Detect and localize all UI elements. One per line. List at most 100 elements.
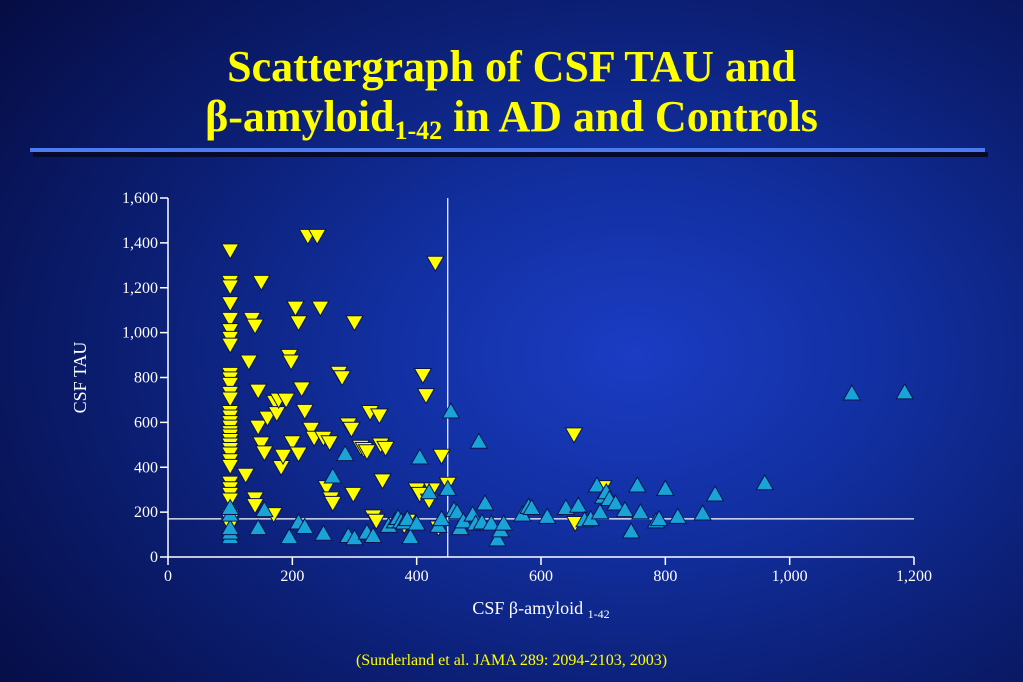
control-point <box>568 496 588 513</box>
control-point <box>220 498 240 515</box>
chart-axes <box>160 197 915 565</box>
title-line-2: β-amyloid1-42 in AD and Controls <box>0 92 1023 156</box>
ad-point <box>220 243 240 260</box>
control-point <box>481 514 501 531</box>
control-point <box>895 383 915 400</box>
ad-point <box>245 498 265 515</box>
title-line-1: Scattergraph of CSF TAU and <box>227 42 796 91</box>
ad-point <box>271 459 291 477</box>
x-axis-title: CSF β-amyloid 1-42 <box>472 598 609 621</box>
ad-point <box>345 315 364 332</box>
x-tick-label: 600 <box>529 568 553 585</box>
control-point <box>488 529 507 547</box>
control-point <box>363 526 383 543</box>
slide-title: Scattergraph of CSF TAU and β-amyloid1-4… <box>0 42 1023 156</box>
ad-point <box>413 367 433 385</box>
ad-point <box>289 446 308 463</box>
y-tick-label: 1,400 <box>122 235 158 252</box>
x-tick-label: 1,000 <box>772 568 808 585</box>
control-point <box>631 503 650 520</box>
ad-point <box>239 354 259 371</box>
ad-point <box>320 435 339 452</box>
ad-point <box>432 448 451 466</box>
ad-point <box>373 473 392 490</box>
ad-point <box>425 255 445 273</box>
control-point <box>590 503 610 520</box>
ad-points <box>220 228 613 537</box>
ad-point <box>376 440 395 458</box>
control-point <box>295 517 315 535</box>
control-point <box>475 494 495 511</box>
ad-point <box>332 370 352 387</box>
ad-point <box>323 495 343 513</box>
ad-point <box>276 392 296 410</box>
ad-point <box>236 467 256 485</box>
control-point <box>410 448 430 465</box>
x-tick-label: 400 <box>405 568 429 585</box>
ad-point <box>245 318 265 335</box>
y-tick-label: 1,000 <box>122 325 158 342</box>
beta-symbol: β <box>205 92 229 141</box>
control-point <box>587 476 607 493</box>
ad-point <box>251 436 271 453</box>
title-amyloid: -amyloid <box>228 92 395 141</box>
y-tick-label: 1,600 <box>122 190 158 207</box>
control-point <box>345 528 364 546</box>
control-point <box>755 473 775 491</box>
ad-point <box>282 435 302 452</box>
ad-point <box>295 403 315 421</box>
ad-point <box>251 274 271 292</box>
ad-point <box>220 279 240 296</box>
ad-point <box>220 458 240 476</box>
control-point <box>537 507 557 524</box>
control-point <box>248 518 268 536</box>
title-rule-shadow <box>33 152 988 157</box>
ad-point <box>286 300 305 318</box>
control-point <box>649 509 669 527</box>
axis-labels: 0 200 400 600 800 1,000 1,200 1,400 1,600 0 200 400… <box>70 190 932 621</box>
x-tick-label: 1,200 <box>896 568 932 585</box>
control-points <box>220 383 915 547</box>
title-rule <box>30 148 985 152</box>
control-point <box>220 518 240 536</box>
control-point <box>447 503 467 520</box>
control-point <box>693 504 712 521</box>
ad-point <box>343 486 363 504</box>
control-point <box>522 498 542 515</box>
y-tick-label: 0 <box>150 549 158 566</box>
control-point <box>438 479 458 496</box>
cutoff-lines <box>168 198 914 557</box>
control-point <box>419 482 439 500</box>
ad-point <box>370 408 389 425</box>
ad-point <box>254 445 274 462</box>
control-point <box>469 432 489 449</box>
ad-point <box>416 388 436 405</box>
y-axis-title: CSF TAU <box>70 342 90 414</box>
control-point <box>254 500 274 518</box>
ad-point <box>307 228 327 246</box>
ad-point <box>564 427 584 444</box>
control-point <box>279 527 299 545</box>
ad-point <box>220 376 240 394</box>
control-point <box>314 524 333 541</box>
control-point <box>606 494 625 511</box>
control-point <box>627 476 647 493</box>
control-point <box>323 467 343 484</box>
ad-point <box>357 444 377 461</box>
ad-point <box>342 421 361 439</box>
ad-point <box>220 311 240 329</box>
ad-point <box>281 354 301 371</box>
control-point <box>621 522 641 539</box>
ad-point <box>248 419 268 436</box>
control-point <box>842 384 862 401</box>
ad-point <box>220 391 240 408</box>
ad-point <box>220 296 240 313</box>
ad-point <box>220 337 240 355</box>
control-point <box>494 514 514 531</box>
ad-point <box>289 315 308 332</box>
control-point <box>615 500 635 518</box>
ad-point <box>258 410 277 427</box>
y-tick-label: 400 <box>134 459 158 476</box>
